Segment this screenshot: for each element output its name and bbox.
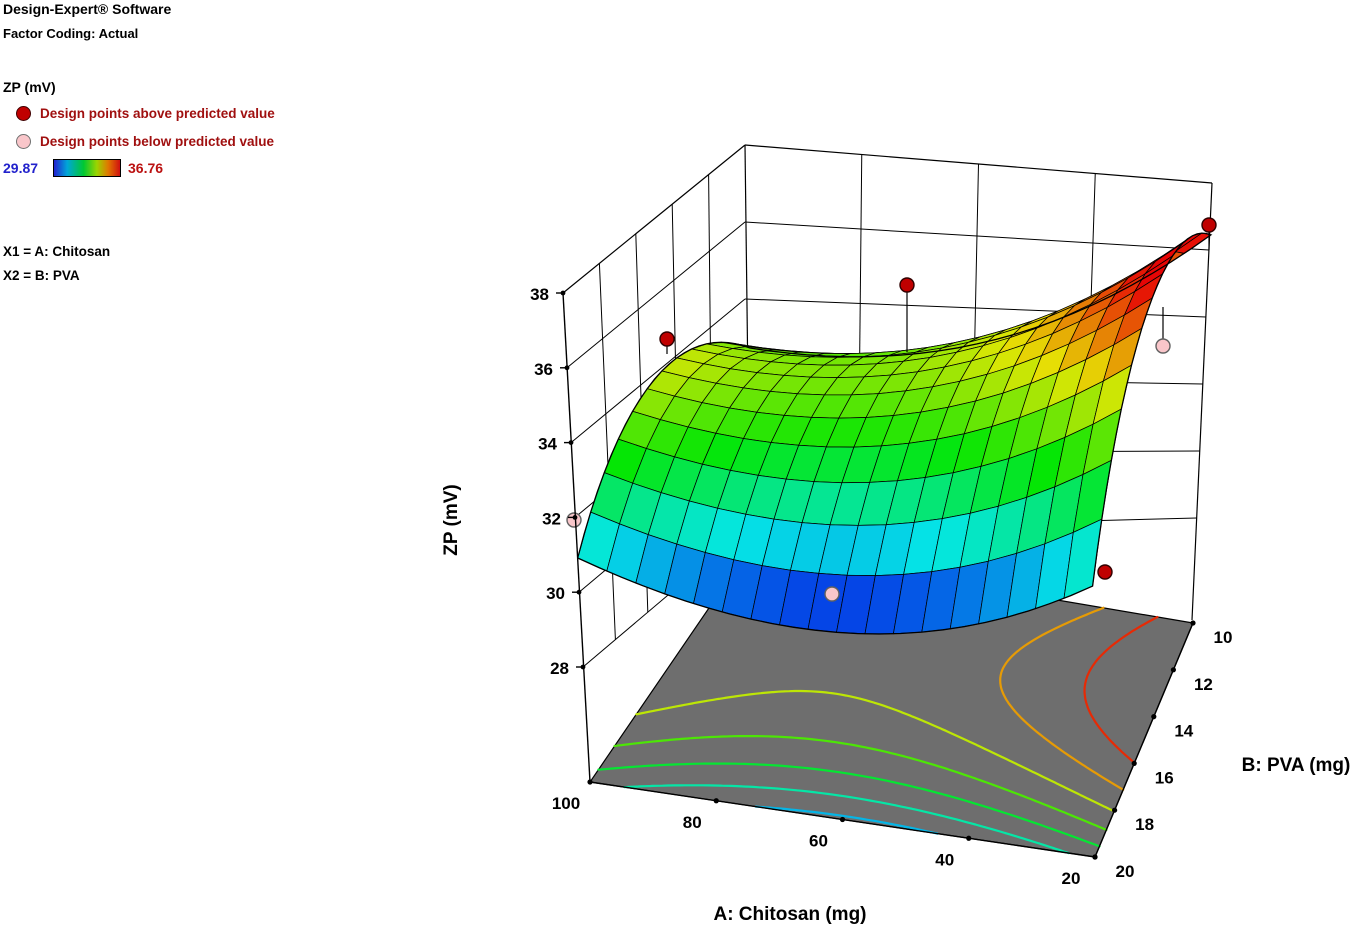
legend-panel: Design-Expert® Software Factor Coding: A… (3, 1, 333, 284)
legend-item-above: Design points above predicted value (3, 103, 333, 123)
design-point-above (899, 277, 915, 293)
design-point-above (659, 331, 675, 347)
design-point-above (1201, 217, 1217, 233)
contour-line-32 (597, 762, 1101, 848)
surface-outline (576, 232, 1213, 635)
svg-text:28: 28 (550, 659, 569, 678)
x1-factor: X1 = A: Chitosan (3, 244, 111, 260)
scale-max: 36.76 (128, 160, 164, 177)
scale-min: 29.87 (3, 160, 39, 177)
svg-text:80: 80 (683, 813, 702, 832)
svg-text:20: 20 (1116, 862, 1135, 881)
svg-text:34: 34 (538, 435, 557, 454)
svg-text:60: 60 (809, 832, 828, 851)
app-title: Design-Expert® Software (3, 1, 172, 17)
z-axis-title: ZP (mV) (441, 484, 462, 555)
contour-line-36 (1083, 615, 1159, 764)
svg-text:20: 20 (1062, 869, 1081, 888)
x-axis-title: A: Chitosan (mg) (713, 904, 866, 925)
below-point-icon (16, 133, 31, 149)
svg-text:38: 38 (530, 285, 549, 304)
legend-item-below: Design points below predicted value (3, 131, 333, 151)
svg-text:32: 32 (542, 509, 561, 528)
svg-text:18: 18 (1135, 815, 1154, 834)
design-point-below (1155, 338, 1171, 354)
response-label: ZP (mV) (3, 79, 56, 96)
svg-text:10: 10 (1214, 628, 1233, 647)
svg-text:12: 12 (1194, 675, 1213, 694)
y-axis-title: B: PVA (mg) (1242, 755, 1351, 776)
svg-text:36: 36 (534, 360, 553, 379)
svg-text:40: 40 (935, 850, 954, 869)
design-point-below (824, 586, 840, 602)
design-point-below (566, 512, 582, 528)
design-points (566, 217, 1217, 602)
svg-text:14: 14 (1174, 722, 1193, 741)
factor-coding: Factor Coding: Actual (3, 26, 139, 42)
contour-line-35 (999, 606, 1125, 791)
below-label: Design points below predicted value (40, 133, 275, 149)
response-surface (576, 232, 1213, 635)
svg-text:100: 100 (552, 794, 580, 813)
color-scale: 29.87 36.76 (3, 158, 333, 178)
x2-factor: X2 = B: PVA (3, 268, 80, 284)
axes: 38 36 34 32 30 28 ZP (mV) 100 80 60 40 20 A: Chitosa… (441, 285, 1350, 925)
svg-text:30: 30 (546, 584, 565, 603)
above-label: Design points above predicted value (40, 105, 275, 121)
above-point-icon (16, 105, 31, 121)
design-point-above (1097, 564, 1113, 580)
svg-text:16: 16 (1155, 768, 1174, 787)
color-scale-bar-icon (53, 159, 121, 178)
